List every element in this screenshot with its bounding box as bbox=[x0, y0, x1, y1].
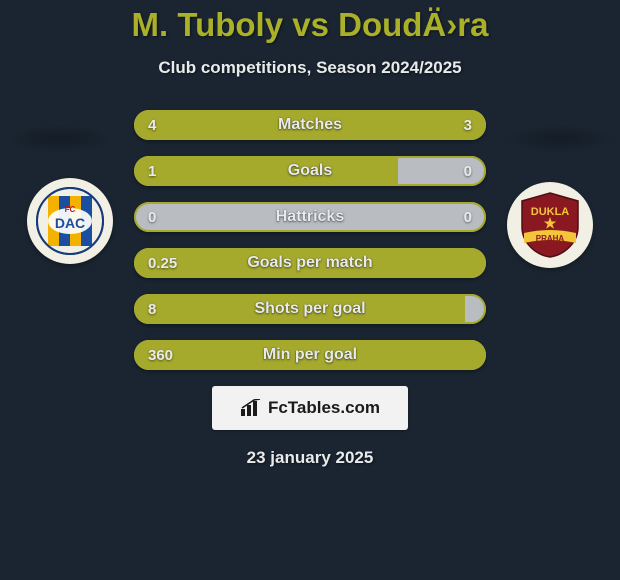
stat-value-left: 0 bbox=[148, 202, 156, 232]
right-team-badge: DUKLA ★ PRAHA bbox=[507, 182, 593, 268]
left-shadow-ellipse bbox=[6, 125, 114, 153]
stat-value-left: 360 bbox=[148, 340, 173, 370]
stat-row: Hattricks0 0 bbox=[134, 202, 486, 232]
stat-row: Goals1 0 bbox=[134, 156, 486, 186]
fctables-logo-icon bbox=[240, 399, 262, 417]
subtitle: Club competitions, Season 2024/2025 bbox=[0, 58, 620, 78]
stat-row: Matches4 3 bbox=[134, 110, 486, 140]
svg-text:PRAHA: PRAHA bbox=[536, 234, 565, 243]
stat-label: Matches bbox=[134, 110, 486, 140]
stat-row: Min per goal360 bbox=[134, 340, 486, 370]
stat-value-left: 8 bbox=[148, 294, 156, 324]
stat-label: Hattricks bbox=[134, 202, 486, 232]
dukla-badge-icon: DUKLA ★ PRAHA bbox=[514, 189, 586, 261]
stat-row: Goals per match0.25 bbox=[134, 248, 486, 278]
stat-label: Min per goal bbox=[134, 340, 486, 370]
stat-row: Shots per goal8 bbox=[134, 294, 486, 324]
date-label: 23 january 2025 bbox=[0, 448, 620, 468]
svg-text:DAC: DAC bbox=[55, 215, 85, 231]
right-shadow-ellipse bbox=[506, 125, 614, 153]
stat-label: Shots per goal bbox=[134, 294, 486, 324]
svg-text:FC: FC bbox=[65, 205, 76, 214]
stat-value-left: 0.25 bbox=[148, 248, 177, 278]
page-title: M. Tuboly vs DoudÄ›ra bbox=[0, 0, 620, 44]
watermark: FcTables.com bbox=[212, 386, 408, 430]
svg-text:★: ★ bbox=[544, 215, 557, 231]
stat-value-right: 0 bbox=[464, 156, 472, 186]
stat-label: Goals bbox=[134, 156, 486, 186]
stat-value-right: 3 bbox=[464, 110, 472, 140]
dac-badge-icon: FC DAC bbox=[35, 186, 105, 256]
stat-value-right: 0 bbox=[464, 202, 472, 232]
watermark-text: FcTables.com bbox=[268, 398, 380, 418]
stat-label: Goals per match bbox=[134, 248, 486, 278]
stat-value-left: 4 bbox=[148, 110, 156, 140]
infographic-root: M. Tuboly vs DoudÄ›ra Club competitions,… bbox=[0, 0, 620, 580]
stat-value-left: 1 bbox=[148, 156, 156, 186]
left-team-badge: FC DAC bbox=[27, 178, 113, 264]
